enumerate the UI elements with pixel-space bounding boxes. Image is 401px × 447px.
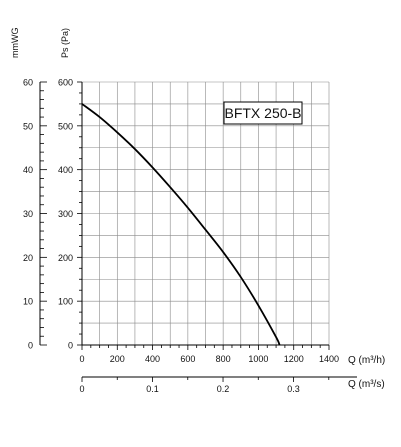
primary-x-tick-label: 200 (110, 354, 125, 364)
right-y-axis-label: Ps (Pa) (60, 28, 70, 58)
chart-ticks (40, 81, 330, 382)
secondary-x-tick-label: 0 (79, 384, 84, 394)
left-y-tick-label: 40 (23, 165, 33, 175)
left-y-tick-label: 50 (23, 121, 33, 131)
left-y-tick-label: 0 (28, 341, 33, 351)
chart-grid (82, 81, 330, 345)
primary-x-axis-label: Q (m³/h) (348, 355, 385, 366)
primary-x-tick-label: 400 (145, 354, 160, 364)
left-y-tick-label: 20 (23, 253, 33, 263)
secondary-x-tick-label: 0.1 (146, 384, 159, 394)
primary-x-tick-label: 1000 (248, 354, 268, 364)
primary-x-tick-label: 800 (216, 354, 231, 364)
right-y-tick-label: 200 (58, 253, 73, 263)
secondary-x-tick-label: 0.3 (287, 384, 300, 394)
right-y-tick-label: 600 (58, 78, 73, 88)
primary-x-tick-label: 600 (180, 354, 195, 364)
secondary-x-axis-label: Q (m³/s) (348, 379, 385, 390)
right-y-tick-label: 500 (58, 121, 73, 131)
right-y-tick-label: 0 (68, 341, 73, 351)
model-label-box: BFTX 250-B (223, 101, 303, 125)
left-y-axis-label: mmWG (10, 28, 20, 59)
primary-x-tick-label: 1400 (319, 354, 339, 364)
model-label: BFTX 250-B (224, 105, 301, 121)
secondary-x-tick-label: 0.2 (217, 384, 230, 394)
right-y-tick-label: 400 (58, 165, 73, 175)
right-y-tick-label: 300 (58, 209, 73, 219)
right-y-tick-label: 100 (58, 297, 73, 307)
left-y-tick-label: 60 (23, 78, 33, 88)
primary-x-tick-label: 1200 (284, 354, 304, 364)
left-y-tick-label: 10 (23, 297, 33, 307)
chart-axes (39, 82, 357, 378)
primary-x-tick-label: 0 (79, 354, 84, 364)
performance-curve (81, 103, 281, 346)
left-y-tick-label: 30 (23, 209, 33, 219)
